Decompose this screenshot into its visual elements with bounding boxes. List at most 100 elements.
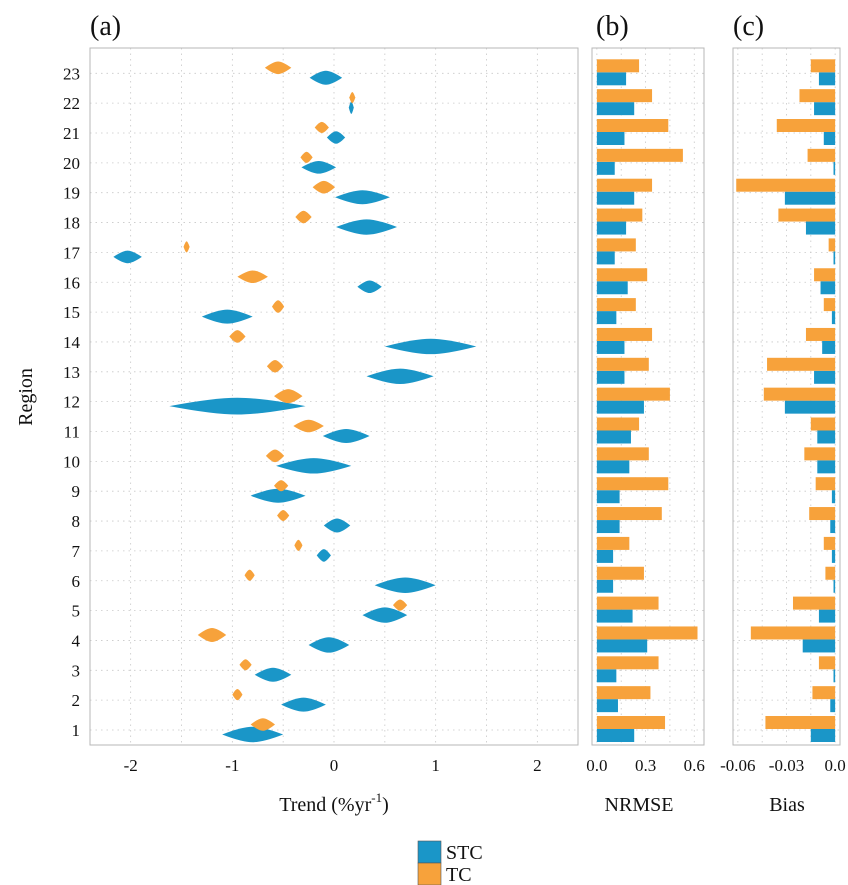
bar-stc-region-2: [596, 699, 618, 713]
bar-stc-region-17: [596, 251, 615, 265]
y-tick-label: 14: [63, 333, 81, 352]
bar-stc-region-20: [596, 161, 615, 175]
panel-a-x-ticks: -2 -1 0 1 2: [124, 756, 542, 775]
bar-tc-region-14: [596, 327, 653, 341]
legend-label-stc: STC: [446, 842, 483, 864]
bar-tc-region-17: [828, 238, 836, 252]
y-tick-label: 23: [63, 64, 80, 83]
violin-tc-region-3: [239, 659, 252, 671]
violin-tc-region-13: [266, 360, 284, 373]
bar-stc-region-10: [596, 460, 630, 474]
violin-stc-region-15: [201, 309, 253, 324]
bar-stc-region-15: [596, 311, 617, 325]
panel-a-x-axis-title-close: ): [382, 794, 389, 816]
y-tick-label: 18: [63, 214, 80, 233]
bar-stc-region-19: [784, 191, 836, 205]
violin-stc-region-6: [374, 577, 436, 593]
bar-stc-region-4: [802, 639, 836, 653]
panel-c-bars: [736, 59, 836, 742]
violin-stc-region-14: [384, 338, 477, 355]
violin-tc-region-8: [277, 509, 290, 522]
panel-a-x-tick-label: -1: [225, 756, 239, 775]
bar-stc-region-17: [833, 251, 836, 265]
violin-tc-region-2: [232, 689, 243, 701]
bar-tc-region-6: [596, 566, 644, 580]
bar-tc-region-10: [804, 447, 836, 461]
bar-tc-region-7: [596, 536, 630, 550]
bar-stc-region-12: [596, 400, 644, 414]
bar-tc-region-14: [805, 327, 836, 341]
violin-stc-region-19: [335, 190, 390, 205]
violin-tc-region-23: [264, 61, 292, 75]
bar-tc-region-8: [596, 507, 662, 521]
y-tick-label: 3: [72, 661, 81, 680]
bar-stc-region-23: [818, 72, 836, 86]
bar-stc-region-14: [822, 340, 836, 354]
panel-c-label: (c): [733, 11, 764, 42]
bar-tc-region-7: [823, 536, 836, 550]
violin-tc-region-4: [197, 627, 227, 642]
bar-stc-region-21: [596, 132, 625, 145]
bar-tc-region-5: [596, 596, 659, 610]
bar-tc-region-15: [823, 298, 836, 312]
bar-stc-region-13: [814, 370, 836, 384]
bar-stc-region-22: [596, 102, 635, 116]
legend-label-tc: TC: [446, 864, 472, 885]
panel-a-x-axis-title-main: Trend (%yr: [279, 794, 371, 816]
bar-tc-region-5: [792, 596, 836, 610]
bar-tc-region-15: [596, 298, 636, 312]
y-tick-label: 20: [63, 154, 80, 173]
bar-tc-region-18: [596, 208, 643, 222]
violin-stc-region-5: [362, 607, 408, 623]
violin-stc-region-10: [276, 458, 352, 474]
violin-tc-region-16: [237, 270, 268, 284]
bar-tc-region-22: [596, 89, 653, 103]
bar-tc-region-13: [767, 357, 836, 371]
violin-stc-region-22: [348, 101, 354, 114]
x-tick-label: -0.06: [720, 756, 755, 775]
violin-stc-region-23: [309, 70, 343, 85]
violin-tc-region-12: [274, 389, 303, 404]
violin-tc-region-6: [244, 569, 255, 581]
panel-b-x-axis-title: NRMSE: [605, 794, 674, 816]
violin-stc-region-16: [357, 280, 382, 294]
y-tick-label: 13: [63, 363, 80, 382]
violin-tc-region-15: [271, 300, 285, 313]
y-tick-label: 11: [64, 423, 80, 442]
bar-stc-region-11: [596, 430, 631, 444]
bar-tc-region-19: [736, 178, 836, 192]
bar-tc-region-16: [814, 268, 836, 282]
panel-a-y-axis-title: Region: [15, 368, 37, 426]
y-tick-label: 19: [63, 184, 80, 203]
bar-tc-region-6: [825, 566, 836, 580]
x-tick-label: 0.6: [684, 756, 705, 775]
bar-stc-region-6: [596, 579, 614, 593]
bar-stc-region-2: [830, 699, 836, 713]
bar-tc-region-8: [809, 507, 836, 521]
bar-tc-region-23: [810, 59, 836, 73]
bar-stc-region-9: [831, 490, 836, 504]
bar-stc-region-22: [814, 102, 836, 116]
bar-tc-region-22: [799, 89, 836, 103]
bar-tc-region-16: [596, 268, 648, 282]
bar-tc-region-4: [596, 626, 698, 640]
violin-tc-region-7: [294, 539, 303, 551]
violin-stc-region-3: [254, 667, 292, 682]
legend-swatch-tc: [417, 862, 442, 885]
violin-stc-region-9: [250, 488, 306, 503]
bar-tc-region-11: [810, 417, 836, 431]
bar-tc-region-21: [596, 119, 669, 132]
panel-a-x-tick-label: -2: [124, 756, 138, 775]
bar-tc-region-3: [818, 656, 836, 670]
bar-tc-region-3: [596, 656, 659, 670]
violin-tc-region-18: [295, 210, 312, 224]
violin-tc-region-10: [265, 449, 285, 463]
bar-stc-region-4: [596, 639, 648, 653]
bar-stc-region-16: [596, 281, 628, 295]
y-tick-label: 6: [72, 572, 81, 591]
bar-tc-region-23: [596, 59, 640, 73]
bar-stc-region-12: [784, 400, 836, 414]
y-tick-label: 22: [63, 94, 80, 113]
